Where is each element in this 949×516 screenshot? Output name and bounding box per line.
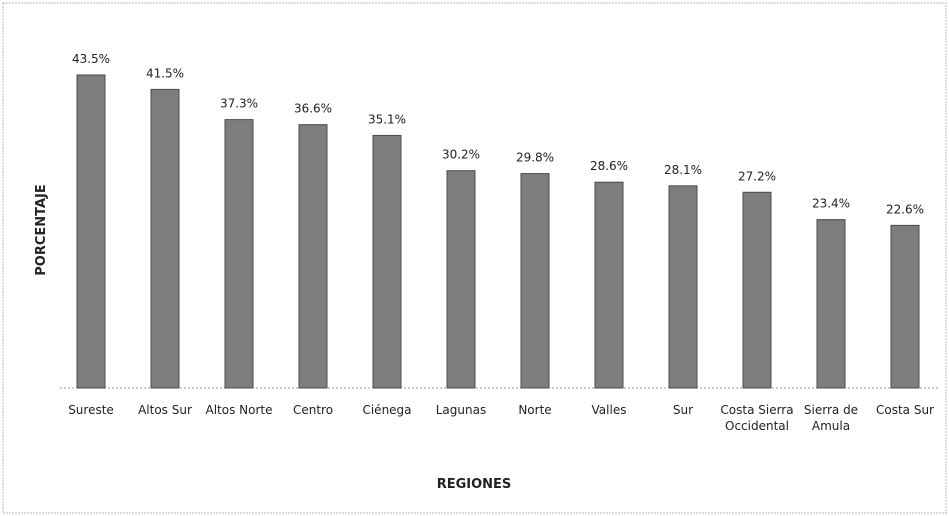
value-label: 43.5% xyxy=(72,52,110,66)
value-label: 23.4% xyxy=(812,197,850,211)
x-tick-label: Sierra de Amula xyxy=(803,403,859,433)
bar xyxy=(520,173,550,389)
value-label: 28.1% xyxy=(664,163,702,177)
x-tick-label: Ciénega xyxy=(362,403,412,417)
value-label: 30.2% xyxy=(442,148,480,162)
value-label: 36.6% xyxy=(294,102,332,116)
bar xyxy=(742,191,772,389)
value-label: 37.3% xyxy=(220,97,258,111)
y-axis-label: PORCENTAJE xyxy=(34,184,49,276)
bar xyxy=(76,74,106,389)
x-tick-label: Lagunas xyxy=(435,403,487,417)
bar xyxy=(594,181,624,389)
bar xyxy=(816,219,846,389)
x-tick-label: Norte xyxy=(518,403,552,417)
value-label: 22.6% xyxy=(886,202,924,216)
bar xyxy=(298,124,328,389)
x-axis-label: REGIONES xyxy=(437,477,512,492)
value-label: 41.5% xyxy=(146,66,184,80)
bar xyxy=(446,170,476,389)
value-label: 28.6% xyxy=(590,159,628,173)
value-label: 35.1% xyxy=(368,112,406,126)
value-label: 27.2% xyxy=(738,169,776,183)
bar xyxy=(372,134,402,389)
bar xyxy=(890,224,920,389)
bar xyxy=(668,185,698,389)
x-tick-label: Costa Sur xyxy=(875,403,934,417)
bar xyxy=(224,119,254,389)
x-tick-label: Altos Norte xyxy=(205,403,273,417)
x-tick-label: Sur xyxy=(672,403,694,417)
x-tick-label: Sureste xyxy=(68,403,114,417)
x-tick-label: Altos Sur xyxy=(138,403,192,417)
x-tick-label: Costa Sierra Occidental xyxy=(720,403,794,433)
bar xyxy=(150,88,180,389)
x-tick-label: Centro xyxy=(292,403,334,417)
value-label: 29.8% xyxy=(516,151,554,165)
x-tick-label: Valles xyxy=(591,403,627,417)
